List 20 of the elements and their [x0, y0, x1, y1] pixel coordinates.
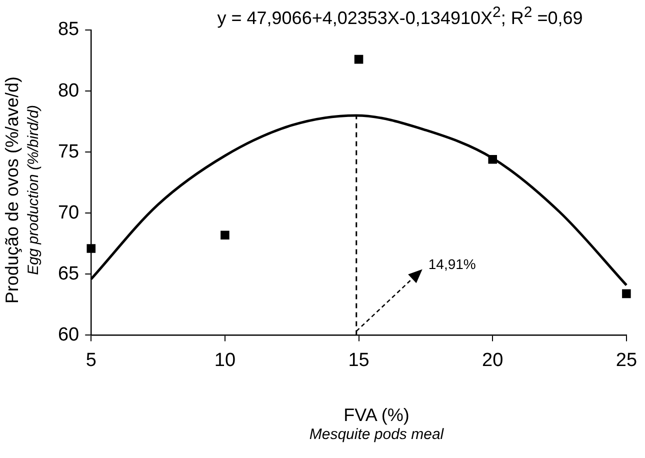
y-tick-label: 70 [58, 202, 80, 224]
y-axis-title: Produção de ovos (%/ave/d) Egg production (%/bird/d) [1, 75, 43, 306]
y-tick-label: 60 [58, 324, 80, 346]
point [488, 155, 497, 164]
x-tick-label: 20 [482, 350, 504, 371]
y-tick-label: 85 [58, 19, 80, 40]
point [86, 244, 96, 253]
y-tick-label: 65 [58, 263, 80, 284]
x-tick-label: 15 [348, 350, 370, 371]
x-axis-title: FVA (%) Mesquite pods meal [308, 405, 445, 445]
annotation: 14,91% [428, 256, 476, 272]
point [622, 289, 631, 298]
y-tick-label: 75 [58, 141, 80, 162]
x-tick-label: 25 [616, 350, 638, 371]
x-tick-label: 10 [214, 350, 236, 371]
x-tick-label: 5 [86, 350, 96, 371]
y-tick-label: 80 [58, 80, 80, 102]
chart-title: y = 47,9066+4,02353X-0,134910X$^{2}$; R$^{2}$ =0,69 [216, 4, 584, 29]
point [354, 54, 364, 64]
point [220, 230, 230, 240]
